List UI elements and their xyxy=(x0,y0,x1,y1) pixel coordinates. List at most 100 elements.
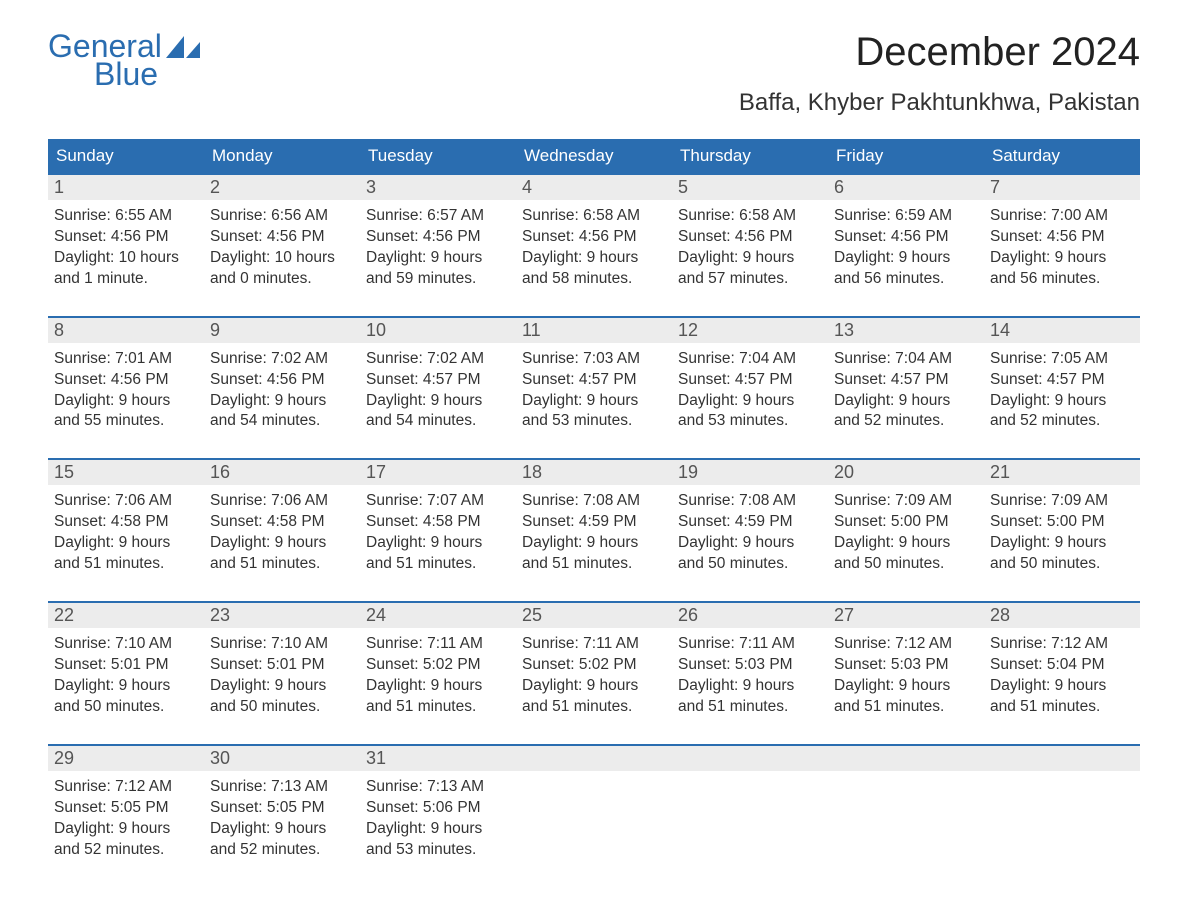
day-number: 9 xyxy=(210,320,220,340)
day-cell: 3Sunrise: 6:57 AMSunset: 4:56 PMDaylight… xyxy=(360,173,516,294)
day-dl2: and 51 minutes. xyxy=(366,697,510,718)
day-sunset: Sunset: 4:58 PM xyxy=(210,512,354,533)
day-dl2: and 50 minutes. xyxy=(678,554,822,575)
day-number: 27 xyxy=(834,605,854,625)
day-sunrise: Sunrise: 7:12 AM xyxy=(990,634,1134,655)
day-sunset: Sunset: 5:00 PM xyxy=(834,512,978,533)
day-content: Sunrise: 7:09 AMSunset: 5:00 PMDaylight:… xyxy=(828,485,984,579)
daynum-bar xyxy=(828,744,984,771)
day-dl2: and 51 minutes. xyxy=(210,554,354,575)
day-content xyxy=(828,771,984,781)
day-content: Sunrise: 7:12 AMSunset: 5:03 PMDaylight:… xyxy=(828,628,984,722)
daynum-bar: 6 xyxy=(828,173,984,200)
day-dl1: Daylight: 10 hours xyxy=(210,248,354,269)
day-sunrise: Sunrise: 7:10 AM xyxy=(54,634,198,655)
day-dl2: and 0 minutes. xyxy=(210,269,354,290)
day-sunrise: Sunrise: 7:03 AM xyxy=(522,349,666,370)
day-content: Sunrise: 7:11 AMSunset: 5:02 PMDaylight:… xyxy=(516,628,672,722)
day-sunrise: Sunrise: 6:59 AM xyxy=(834,206,978,227)
day-content: Sunrise: 7:08 AMSunset: 4:59 PMDaylight:… xyxy=(516,485,672,579)
day-sunrise: Sunrise: 7:08 AM xyxy=(678,491,822,512)
day-sunset: Sunset: 4:57 PM xyxy=(366,370,510,391)
day-dl2: and 1 minute. xyxy=(54,269,198,290)
day-content: Sunrise: 7:00 AMSunset: 4:56 PMDaylight:… xyxy=(984,200,1140,294)
day-sunset: Sunset: 4:56 PM xyxy=(834,227,978,248)
day-cell: 13Sunrise: 7:04 AMSunset: 4:57 PMDayligh… xyxy=(828,316,984,437)
daynum-bar: 7 xyxy=(984,173,1140,200)
day-cell: 4Sunrise: 6:58 AMSunset: 4:56 PMDaylight… xyxy=(516,173,672,294)
day-cell xyxy=(828,744,984,865)
daynum-bar: 30 xyxy=(204,744,360,771)
week-row: 1Sunrise: 6:55 AMSunset: 4:56 PMDaylight… xyxy=(48,173,1140,294)
day-number: 22 xyxy=(54,605,74,625)
day-cell: 27 Sunrise: 7:12 AMSunset: 5:03 PMDayligh… xyxy=(828,601,984,722)
day-number: 19 xyxy=(678,462,698,482)
day-dl2: and 52 minutes. xyxy=(210,840,354,861)
day-sunrise: Sunrise: 7:05 AM xyxy=(990,349,1134,370)
day-cell: 23 Sunrise: 7:10 AMSunset: 5:01 PMDayligh… xyxy=(204,601,360,722)
day-dl1: Daylight: 9 hours xyxy=(678,391,822,412)
day-sunrise: Sunrise: 7:13 AM xyxy=(366,777,510,798)
day-content: Sunrise: 7:04 AMSunset: 4:57 PMDaylight:… xyxy=(672,343,828,437)
day-content xyxy=(984,771,1140,781)
day-number: 1 xyxy=(54,177,64,197)
day-content: Sunrise: 7:10 AMSunset: 5:01 PMDaylight:… xyxy=(204,628,360,722)
day-cell: 30Sunrise: 7:13 AMSunset: 5:05 PMDayligh… xyxy=(204,744,360,865)
day-number: 4 xyxy=(522,177,532,197)
title-block: December 2024 Baffa, Khyber Pakhtunkhwa,… xyxy=(739,30,1140,117)
day-cell: 15Sunrise: 7:06 AMSunset: 4:58 PMDayligh… xyxy=(48,458,204,579)
day-dl1: Daylight: 9 hours xyxy=(678,676,822,697)
daynum-bar: 26 xyxy=(672,601,828,628)
daynum-bar: 5 xyxy=(672,173,828,200)
day-dl2: and 50 minutes. xyxy=(834,554,978,575)
day-number: 20 xyxy=(834,462,854,482)
day-sunrise: Sunrise: 7:08 AM xyxy=(522,491,666,512)
daynum-bar xyxy=(984,744,1140,771)
day-dl1: Daylight: 9 hours xyxy=(834,391,978,412)
day-number: 5 xyxy=(678,177,688,197)
day-cell: 2Sunrise: 6:56 AMSunset: 4:56 PMDaylight… xyxy=(204,173,360,294)
day-number: 31 xyxy=(366,748,386,768)
day-content: Sunrise: 7:01 AMSunset: 4:56 PMDaylight:… xyxy=(48,343,204,437)
day-number: 25 xyxy=(522,605,542,625)
day-content: Sunrise: 7:02 AMSunset: 4:57 PMDaylight:… xyxy=(360,343,516,437)
day-dl1: Daylight: 9 hours xyxy=(366,819,510,840)
day-sunrise: Sunrise: 6:58 AM xyxy=(678,206,822,227)
day-sunset: Sunset: 4:59 PM xyxy=(522,512,666,533)
day-dl1: Daylight: 9 hours xyxy=(366,391,510,412)
day-dl1: Daylight: 9 hours xyxy=(990,533,1134,554)
day-cell: 29Sunrise: 7:12 AMSunset: 5:05 PMDayligh… xyxy=(48,744,204,865)
day-sunrise: Sunrise: 6:58 AM xyxy=(522,206,666,227)
day-dl2: and 51 minutes. xyxy=(522,697,666,718)
day-cell: 5Sunrise: 6:58 AMSunset: 4:56 PMDaylight… xyxy=(672,173,828,294)
day-cell: 10 Sunrise: 7:02 AMSunset: 4:57 PMDayligh… xyxy=(360,316,516,437)
day-sunrise: Sunrise: 7:12 AM xyxy=(834,634,978,655)
location: Baffa, Khyber Pakhtunkhwa, Pakistan xyxy=(739,89,1140,117)
day-content: Sunrise: 7:11 AMSunset: 5:03 PMDaylight:… xyxy=(672,628,828,722)
day-sunrise: Sunrise: 7:13 AM xyxy=(210,777,354,798)
day-dl2: and 59 minutes. xyxy=(366,269,510,290)
day-dl1: Daylight: 9 hours xyxy=(210,819,354,840)
daynum-bar: 11 xyxy=(516,316,672,343)
day-dl1: Daylight: 9 hours xyxy=(990,248,1134,269)
day-number: 10 xyxy=(366,320,386,340)
day-sunrise: Sunrise: 7:10 AM xyxy=(210,634,354,655)
day-content xyxy=(516,771,672,781)
day-sunset: Sunset: 5:01 PM xyxy=(54,655,198,676)
day-dl1: Daylight: 9 hours xyxy=(366,676,510,697)
weekday-header: Wednesday xyxy=(516,139,672,173)
day-number: 23 xyxy=(210,605,230,625)
weekday-header-row: Sunday Monday Tuesday Wednesday Thursday… xyxy=(48,139,1140,173)
day-dl2: and 57 minutes. xyxy=(678,269,822,290)
day-dl1: Daylight: 9 hours xyxy=(678,533,822,554)
day-number: 29 xyxy=(54,748,74,768)
day-sunrise: Sunrise: 7:11 AM xyxy=(366,634,510,655)
day-sunrise: Sunrise: 7:06 AM xyxy=(210,491,354,512)
day-sunset: Sunset: 5:03 PM xyxy=(834,655,978,676)
day-sunset: Sunset: 4:56 PM xyxy=(210,227,354,248)
day-dl1: Daylight: 9 hours xyxy=(366,533,510,554)
day-dl2: and 58 minutes. xyxy=(522,269,666,290)
day-dl2: and 53 minutes. xyxy=(522,411,666,432)
day-number: 14 xyxy=(990,320,1010,340)
header: General Blue December 2024 Baffa, Khyber… xyxy=(48,30,1140,117)
